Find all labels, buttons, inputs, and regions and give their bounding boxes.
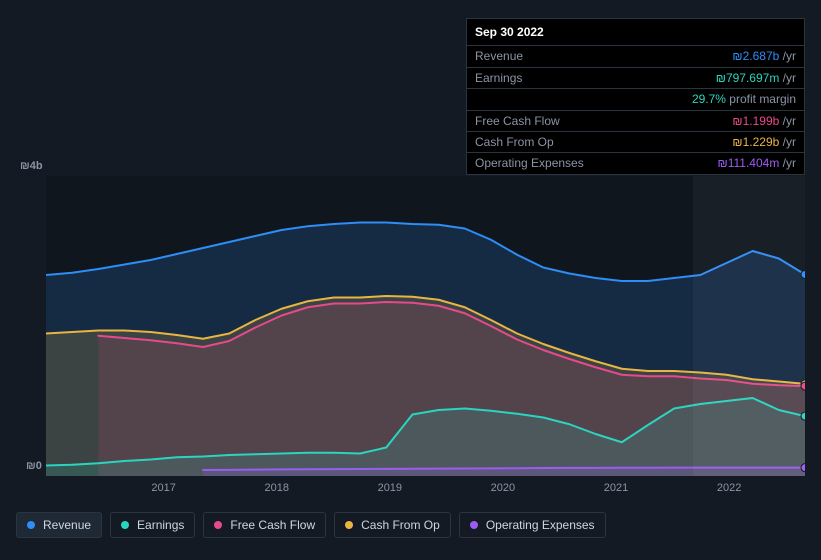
x-tick: 2021 <box>604 482 628 494</box>
tooltip-row-value: ₪1.199b /yr <box>732 114 796 128</box>
tooltip-row: Revenue ₪2.687b /yr <box>467 45 804 66</box>
tooltip-row-label: Operating Expenses <box>475 156 584 170</box>
tooltip-row-label: Earnings <box>475 71 522 85</box>
chart-container: ₪4b ₪0 2017 2018 2019 2020 2021 2022 Revenue E… <box>16 160 805 548</box>
legend-dot-icon <box>470 521 478 529</box>
legend-label: Earnings <box>137 518 184 532</box>
tooltip-row-label: Cash From Op <box>475 135 554 149</box>
y-axis-max-label: ₪4b <box>20 160 43 172</box>
legend-label: Cash From Op <box>361 518 440 532</box>
tooltip-row: Free Cash Flow ₪1.199b /yr <box>467 110 804 131</box>
x-tick: 2020 <box>491 482 515 494</box>
tooltip-row-value: ₪1.229b /yr <box>732 135 796 149</box>
legend-dot-icon <box>121 521 129 529</box>
legend-item-earnings[interactable]: Earnings <box>110 512 195 538</box>
legend-label: Operating Expenses <box>486 518 595 532</box>
tooltip-row: 29.7% profit margin <box>467 88 804 109</box>
forecast-band <box>693 176 805 476</box>
tooltip-row-value: ₪2.687b /yr <box>732 49 796 63</box>
tooltip-row-label: Revenue <box>475 49 523 63</box>
tooltip-row-value: ₪797.697m /yr <box>716 71 796 85</box>
legend-item-revenue[interactable]: Revenue <box>16 512 102 538</box>
legend-label: Free Cash Flow <box>230 518 315 532</box>
chart-svg <box>46 176 805 476</box>
x-tick: 2022 <box>717 482 741 494</box>
legend-item-free-cash-flow[interactable]: Free Cash Flow <box>203 512 326 538</box>
x-tick: 2017 <box>151 482 175 494</box>
legend-item-cash-from-op[interactable]: Cash From Op <box>334 512 451 538</box>
x-axis: 2017 2018 2019 2020 2021 2022 <box>46 482 805 502</box>
tooltip-row-value: ₪111.404m /yr <box>718 156 796 170</box>
tooltip-row: Operating Expenses ₪111.404m /yr <box>467 152 804 173</box>
chart-tooltip: Sep 30 2022 Revenue ₪2.687b /yr Earnings ₪7… <box>466 18 805 175</box>
legend-label: Revenue <box>43 518 91 532</box>
tooltip-row-label: Free Cash Flow <box>475 114 560 128</box>
tooltip-date: Sep 30 2022 <box>467 19 804 45</box>
tooltip-row: Cash From Op ₪1.229b /yr <box>467 131 804 152</box>
legend-dot-icon <box>214 521 222 529</box>
y-axis-min-label: ₪0 <box>26 460 42 472</box>
chart-legend: Revenue Earnings Free Cash Flow Cash From O… <box>16 512 606 538</box>
legend-dot-icon <box>345 521 353 529</box>
legend-item-operating-expenses[interactable]: Operating Expenses <box>459 512 606 538</box>
plot-area[interactable] <box>46 176 805 476</box>
legend-dot-icon <box>27 521 35 529</box>
x-tick: 2019 <box>378 482 402 494</box>
x-tick: 2018 <box>264 482 288 494</box>
tooltip-row-value: 29.7% profit margin <box>692 92 796 106</box>
tooltip-row: Earnings ₪797.697m /yr <box>467 67 804 88</box>
